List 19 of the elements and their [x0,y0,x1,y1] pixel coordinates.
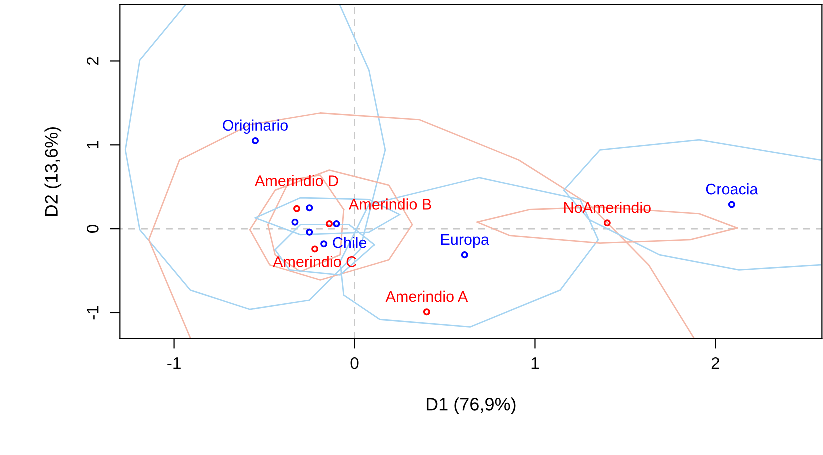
x-tick-label: 2 [712,357,720,370]
series-label: Amerindio C [273,256,357,268]
y-tick-label: 1 [87,141,99,148]
series-label: Croacia [706,184,758,195]
x-axis-title: D1 (76,9%) [426,398,516,414]
series-label: NoAmerindio [564,202,651,214]
x-tick-label: 0 [350,357,359,370]
x-tick-label: 1 [532,358,540,370]
y-tick-label: -1 [87,306,99,320]
y-axis-title: D2 (13,6%) [44,127,62,216]
y-tick-label: 0 [87,225,99,234]
series-label: Amerindio B [348,198,432,210]
series-label: Europa [441,234,490,248]
x-tick-label: -1 [168,358,181,370]
y-tick-label: 2 [87,57,99,66]
series-label: Chile [333,237,367,248]
series-label: Originario [223,120,288,134]
series-label: Amerindio D [255,175,338,186]
series-label: Amerindio A [386,290,468,302]
